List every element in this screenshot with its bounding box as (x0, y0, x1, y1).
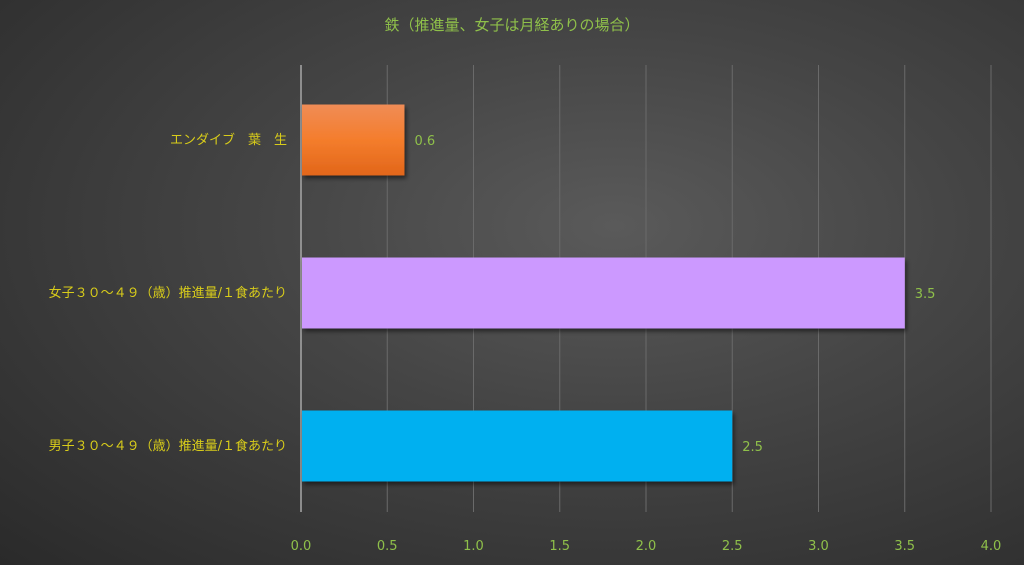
category-label: エンダイブ 葉 生 (170, 132, 287, 148)
x-tick-label: 0.5 (377, 539, 398, 554)
bar (302, 104, 405, 176)
data-label: 3.5 (915, 287, 936, 302)
category-label: 女子３０～４９（歳）推進量/１食あたり (49, 285, 287, 301)
bar (302, 257, 905, 329)
chart-title: 鉄（推進量、女子は月経ありの場合） (384, 16, 639, 34)
x-tick-label: 2.0 (636, 539, 657, 554)
x-tick-label: 1.0 (463, 539, 484, 554)
x-tick-label: 3.0 (808, 539, 829, 554)
x-tick-label: 4.0 (981, 539, 1002, 554)
bar (302, 410, 733, 482)
data-label: 0.6 (415, 134, 436, 149)
x-tick-label: 3.5 (894, 539, 915, 554)
x-tick-label: 0.0 (291, 539, 312, 554)
category-label: 男子３０～４９（歳）推進量/１食あたり (49, 438, 287, 454)
x-tick-label: 2.5 (722, 539, 743, 554)
x-tick-label: 1.5 (549, 539, 570, 554)
data-label: 2.5 (742, 440, 763, 455)
